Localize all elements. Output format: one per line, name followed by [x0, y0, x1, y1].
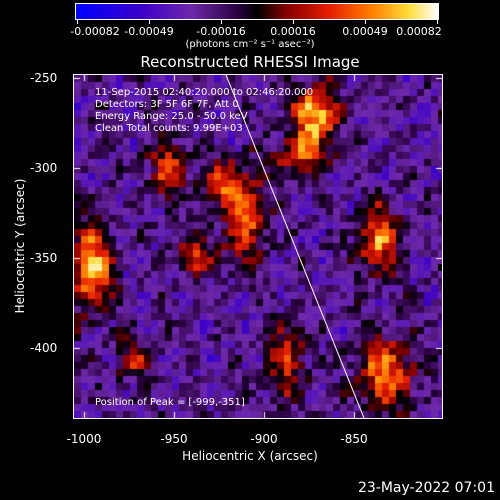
- info-time: 11-Sep-2015 02:40:20.000 to 02:46:20.000: [95, 87, 314, 98]
- plot-title: Reconstructed RHESSI Image: [140, 53, 360, 71]
- plot-overlay: [225, 75, 365, 418]
- colorbar-tick: [149, 20, 150, 24]
- colorbar-tick-label: -0.00082: [70, 25, 120, 38]
- y-tick-label: -250: [30, 71, 58, 85]
- solar-limb-line: [225, 75, 365, 418]
- heatmap-image: [74, 75, 442, 418]
- colorbar-tick: [365, 20, 366, 24]
- colorbar: [75, 3, 439, 20]
- y-tick-label: -350: [30, 251, 58, 265]
- peak-position: Position of Peak = [-999,-351]: [95, 397, 245, 408]
- info-energy: Energy Range: 25.0 - 50.0 keV: [95, 111, 248, 122]
- colorbar-units: (photons cm⁻² s⁻¹ asec⁻²): [185, 39, 315, 50]
- colorbar-tick: [221, 20, 222, 24]
- info-clean: Clean Total counts: 9.99E+03: [95, 123, 243, 134]
- colorbar-tick-label: 0.00049: [342, 25, 388, 38]
- date-stamp: 23-May-2022 07:01: [357, 480, 495, 496]
- y-tick-label: -400: [30, 341, 58, 355]
- x-tick-label: -950: [160, 432, 188, 446]
- colorbar-tick: [437, 20, 438, 24]
- info-detectors: Detectors: 3F 5F 6F 7F, Att 0: [95, 99, 239, 110]
- colorbar-tick-label: -0.00016: [196, 25, 246, 38]
- x-axis-label: Heliocentric X (arcsec): [182, 449, 318, 463]
- x-tick-label: -900: [250, 432, 278, 446]
- colorbar-tick: [77, 20, 78, 24]
- y-tick-label: -300: [30, 161, 58, 175]
- colorbar-tick-label: 0.00016: [270, 25, 316, 38]
- x-tick-label: -850: [340, 432, 368, 446]
- colorbar-tick-label: -0.00049: [124, 25, 174, 38]
- y-axis-label: Heliocentric Y (arcsec): [13, 178, 27, 314]
- image-plot-area: [73, 74, 443, 419]
- x-tick-label: -1000: [66, 432, 102, 446]
- colorbar-tick-label: 0.00082: [396, 25, 442, 38]
- colorbar-tick: [293, 20, 294, 24]
